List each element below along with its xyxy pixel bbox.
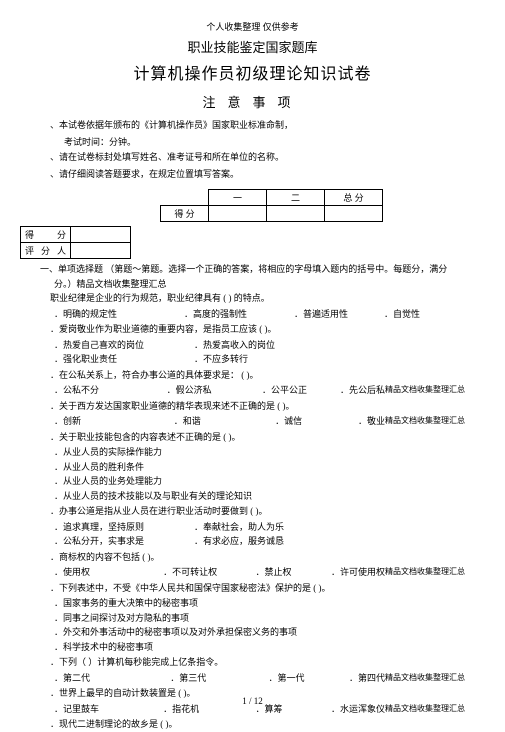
section-1-heading: 一、单项选择题 （第题～第题。选择一个正确的答案，将相应的字母填入题内的括号中。… [40, 263, 465, 276]
q8-c-row: ．外交和外事活动中的秘密事项以及对外承担保密义务的事项 [54, 626, 465, 640]
q11: ．现代二进制理论的故乡是 ( )。 [50, 718, 465, 732]
q2: ．爱岗敬业作为职业道德的重要内容，是指员工应该 ( )。 [50, 323, 465, 337]
q9-opts: ．第二代 ．第三代 ．第一代 ．第四代 精品文档收集整理汇总 [54, 672, 465, 686]
q5-a-row: ．从业人员的实际操作能力 [54, 446, 465, 460]
q7: ．商标权的内容不包括 ( )。 [50, 551, 465, 565]
q5-b: ．从业人员的胜利条件 [54, 461, 144, 475]
q1-c: ．普遍适用性 [294, 308, 384, 322]
q9-tag: 精品文档收集整理汇总 [385, 672, 465, 686]
q6-b: ．奉献社会，助人为乐 [194, 521, 334, 535]
q8-a-row: ．国家事务的重大决策中的秘密事项 [54, 597, 465, 611]
q3-d: ．先公后私 [340, 384, 385, 398]
page-number: 1 / 12 [0, 696, 505, 706]
q2-c: ．强化职业责任 [54, 353, 194, 367]
q3: ．在公私关系上，符合办事公道的具体要求是： ( )。 [50, 369, 465, 383]
q5-d-row: ．从业人员的技术技能以及与职业有关的理论知识 [54, 490, 465, 504]
instruction-1b: 考试时间：分钟。 [64, 136, 465, 149]
q2-opts-1: ．热爱自己喜欢的岗位 ．热爱高收入的岗位 [54, 339, 465, 353]
q8-d-row: ．科学技术中的秘密事项 [54, 641, 465, 655]
q8-a: ．国家事务的重大决策中的秘密事项 [54, 597, 198, 611]
q8: ．下列表述中，不受《中华人民共和国保守国家秘密法》保护的是 ( )。 [50, 582, 465, 596]
q7-d: ．许可使用权 [331, 566, 385, 580]
q8-b-row: ．同事之间探讨及对方隐私的事项 [54, 612, 465, 626]
instruction-1: 、本试卷依据年颁布的《计算机操作员》国家职业标准命制， [50, 119, 465, 133]
q4-a: ．创新 [54, 415, 174, 429]
q6-opts-2: ．公私分开，实事求是 ．有求必应，服务诚恳 [54, 535, 465, 549]
q2-a: ．热爱自己喜欢的岗位 [54, 339, 194, 353]
q3-opts: ．公私不分 ．假公济私 ．公平公正 ．先公后私 精品文档收集整理汇总 [54, 384, 465, 398]
q5: ．关于职业技能包含的内容表述不正确的是 ( )。 [50, 431, 465, 445]
q4-opts: ．创新 ．和谐 ．诚信 ．敬业 精品文档收集整理汇总 [54, 415, 465, 429]
q9-d: ．第四代 [349, 672, 385, 686]
q2-d: ．不应多转行 [194, 353, 334, 367]
q2-b: ．热爱高收入的岗位 [194, 339, 334, 353]
grader-score-label: 得 分 [21, 227, 71, 243]
instruction-3: 、请仔细阅读答题要求，在规定位置填写答案。 [50, 168, 465, 182]
q6: ．办事公道是指从业人员在进行职业活动时要做到 ( )。 [50, 505, 465, 519]
q5-b-row: ．从业人员的胜利条件 [54, 461, 465, 475]
q5-a: ．从业人员的实际操作能力 [54, 446, 162, 460]
score-col-2: 二 [267, 190, 325, 206]
q2-opts-2: ．强化职业责任 ．不应多转行 [54, 353, 465, 367]
q1-b: ．高度的强制性 [184, 308, 294, 322]
q4-b: ．和谐 [174, 415, 275, 429]
q7-opts: ．使用权 ．不可转让权 ．禁止权 ．许可使用权 精品文档收集整理汇总 [54, 566, 465, 580]
q3-tag: 精品文档收集整理汇总 [385, 384, 465, 398]
q5-d: ．从业人员的技术技能以及与职业有关的理论知识 [54, 490, 252, 504]
instruction-2: 、请在试卷标封处填写姓名、准考证号和所在单位的名称。 [50, 151, 465, 165]
q3-c: ．公平公正 [262, 384, 340, 398]
q9-a: ．第二代 [54, 672, 170, 686]
q9-b: ．第三代 [170, 672, 268, 686]
q3-a: ．公私不分 [54, 384, 167, 398]
q5-c: ．从业人员的业务处理能力 [54, 475, 162, 489]
q7-b: ．不可转让权 [163, 566, 255, 580]
grader-name-label: 评分人 [21, 243, 71, 259]
q7-tag: 精品文档收集整理汇总 [385, 566, 465, 580]
q6-opts-1: ．追求真理，坚持原则 ．奉献社会，助人为乐 [54, 521, 465, 535]
q3-b: ．假公济私 [167, 384, 262, 398]
q6-c: ．公私分开，实事求是 [54, 535, 194, 549]
q9: ．下列（ ）计算机每秒能完成上亿条指令。 [50, 656, 465, 670]
section-1-sub: 分。）精品文档收集整理汇总 [54, 278, 465, 291]
score-row-label: 得 分 [161, 206, 209, 222]
q1-a: ．明确的规定性 [54, 308, 184, 322]
score-col-1: 一 [209, 190, 267, 206]
q6-a: ．追求真理，坚持原则 [54, 521, 194, 535]
q1: 职业纪律是企业的行为规范，职业纪律具有 ( ) 的特点。 [50, 292, 465, 306]
q4-d: ．敬业 [358, 415, 385, 429]
q1-opts: ．明确的规定性 ．高度的强制性 ．普遍适用性 ．自觉性 [54, 308, 465, 322]
q4: ．关于西方发达国家职业道德的精华表现来述不正确的是 ( )。 [50, 400, 465, 414]
q7-c: ．禁止权 [255, 566, 331, 580]
q4-c: ．诚信 [275, 415, 358, 429]
score-table: 一 二 总 分 得 分 [160, 189, 383, 222]
q9-c: ．第一代 [269, 672, 349, 686]
title-notice: 注意事项 [40, 92, 465, 111]
score-col-total: 总 分 [325, 190, 383, 206]
q8-c: ．外交和外事活动中的秘密事项以及对外承担保密义务的事项 [54, 626, 297, 640]
q5-c-row: ．从业人员的业务处理能力 [54, 475, 465, 489]
q1-d: ．自觉性 [384, 308, 420, 322]
q4-tag: 精品文档收集整理汇总 [385, 415, 465, 429]
q7-a: ．使用权 [54, 566, 163, 580]
title-exam: 计算机操作员初级理论知识试卷 [40, 60, 465, 84]
q8-b: ．同事之间探讨及对方隐私的事项 [54, 612, 189, 626]
grader-table: 得 分 评分人 [20, 226, 131, 259]
q6-d: ．有求必应，服务诚恳 [194, 535, 334, 549]
q8-d: ．科学技术中的秘密事项 [54, 641, 153, 655]
title-bank: 职业技能鉴定国家题库 [40, 37, 465, 56]
header-reference: 个人收集整理 仅供参考 [40, 20, 465, 33]
